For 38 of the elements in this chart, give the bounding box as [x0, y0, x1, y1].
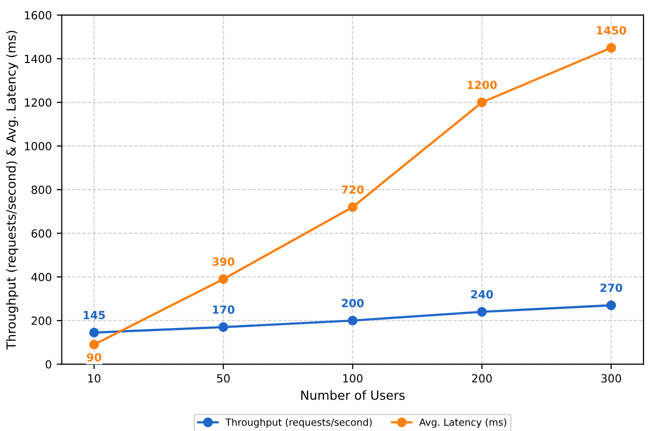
legend-label: Throughput (requests/second) [225, 418, 372, 428]
y-axis-title: Throughput (requests/second) & Avg. Latency (ms) [6, 30, 18, 350]
data-label: 145 [84, 311, 105, 320]
data-label: 200 [342, 298, 364, 308]
x-tick-label: 100 [343, 374, 362, 383]
point [477, 98, 487, 108]
data-label: 1200 [468, 80, 497, 90]
y-tick-label: 400 [31, 272, 52, 282]
x-tick-label: 200 [472, 374, 492, 383]
point [218, 274, 228, 284]
y-tick-label: 800 [32, 186, 52, 194]
data-label: 90 [86, 353, 102, 362]
y-tick-label: 1200 [24, 98, 52, 107]
x-axis-title: Number of Users [301, 390, 405, 400]
y-tick-label: 200 [32, 316, 52, 325]
point [606, 300, 616, 310]
x-tick-label: 50 [217, 374, 230, 383]
point [348, 316, 358, 326]
x-tick-label: 300 [601, 374, 622, 383]
legend-label: Avg. Latency (ms) [419, 418, 506, 428]
data-label: 170 [213, 305, 234, 314]
x-tick-label: 10 [88, 374, 100, 383]
y-tick-label: 1600 [24, 11, 52, 20]
point [477, 306, 487, 317]
point [348, 202, 358, 212]
y-tick-label: 0 [46, 360, 52, 369]
point [89, 328, 99, 338]
data-label: 720 [342, 185, 364, 194]
point [606, 42, 616, 53]
point [218, 322, 228, 332]
y-tick-label: 600 [32, 229, 52, 238]
data-label: 1450 [596, 26, 626, 35]
data-label: 270 [600, 284, 622, 292]
data-label: 390 [212, 257, 234, 266]
y-tick-label: 1000 [24, 142, 52, 150]
data-label: 240 [471, 290, 493, 299]
y-tick-label: 1400 [24, 54, 52, 64]
point [89, 340, 99, 350]
